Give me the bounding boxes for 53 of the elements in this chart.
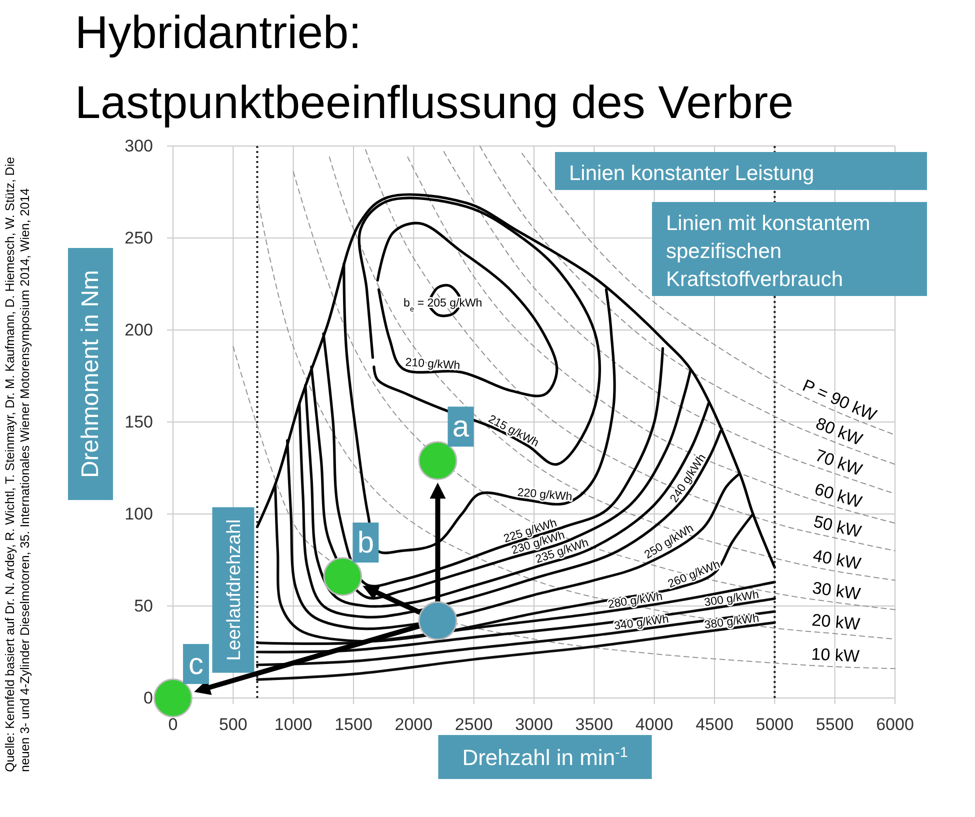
x-tick-label: 3000 <box>515 715 553 734</box>
annotation: b <box>357 526 374 560</box>
source-note: Quelle: Kennfeld basiert auf Dr. N. Ardey, R. Wichtl, T. Steinmayr, Dr. M. Kaufmann, D. Hiemesch, W. Stütz, Die neuen 3- und 4-Zylinder Dieselmotoren, 35. Internationales Wiener Motorensymposium 2014, Wien, 2014 <box>3 156 32 772</box>
callout: Linien konstanter Leistung <box>555 152 927 190</box>
x-tick-label: 4500 <box>696 715 734 734</box>
x-tick-label: 2000 <box>394 715 433 734</box>
text: 300 g/kWh <box>704 589 760 610</box>
x-tick-label: 3500 <box>575 715 614 734</box>
y-axis-title: Drehmoment in Nm <box>77 270 104 478</box>
label-tag: a <box>448 406 474 447</box>
text: 340 g/kWh <box>613 613 670 633</box>
chart-subtitle: Lastpunktbeeinflussung des Verbre <box>75 76 794 128</box>
annotation: a <box>452 410 470 444</box>
annotation: Linien mit konstantem spezifischen Kraftstoffverbrauch <box>666 212 870 291</box>
label-tag: Drehmoment in Nm <box>68 248 113 500</box>
ref-line-label: Leerlaufdrehzahl <box>224 519 246 661</box>
text: 280 g/kWh <box>607 590 664 612</box>
y-tick-label: 50 <box>134 596 153 616</box>
text: 380 g/kWh <box>704 612 760 632</box>
y-tick-label: 300 <box>124 136 153 156</box>
x-tick-label: 4000 <box>635 715 674 734</box>
x-tick-label: 6000 <box>876 715 914 734</box>
text: 215 g/kWh <box>486 413 540 450</box>
chart-title: Hybridantrieb: <box>75 6 362 58</box>
x-tick-label: 500 <box>218 715 248 734</box>
callout: Linien mit konstantem spezifischen Kraftstoffverbrauch <box>652 202 927 296</box>
y-tick-label: 200 <box>124 320 153 340</box>
series-label: 220 g/kWh <box>516 486 573 504</box>
y-tick-label: 150 <box>124 412 153 432</box>
label-tag: b <box>352 522 379 563</box>
x-tick-label: 2500 <box>454 715 493 734</box>
label-tag: Leerlaufdrehzahl <box>212 507 254 673</box>
annotation: c <box>188 648 204 681</box>
text: 50 kW <box>812 512 864 542</box>
x-tick-label: 5000 <box>756 715 794 734</box>
series-label: 210 g/kWh <box>404 356 461 372</box>
text: 60 kW <box>812 480 864 512</box>
label-tag: Drehzahl in min$^{-1}$ <box>438 735 652 779</box>
x-tick-label: 1000 <box>274 715 312 734</box>
text: 20 kW <box>811 610 861 634</box>
series-label: 10 kW <box>810 644 860 666</box>
y-tick-label: 100 <box>124 504 153 524</box>
text: 30 kW <box>811 578 862 604</box>
x-tick-label: 0 <box>168 715 178 734</box>
text: 70 kW <box>812 446 865 480</box>
y-tick-label: 250 <box>124 228 153 248</box>
x-tick-label: 1500 <box>334 715 372 734</box>
x-axis-title: Drehzahl in min$^{-1}$ <box>462 745 628 770</box>
label-tag: c <box>183 644 209 684</box>
annotation: Linien konstanter Leistung <box>569 162 814 185</box>
x-tick-label: 5500 <box>816 715 854 734</box>
text: 40 kW <box>811 546 862 574</box>
y-tick-label: 0 <box>144 688 153 708</box>
